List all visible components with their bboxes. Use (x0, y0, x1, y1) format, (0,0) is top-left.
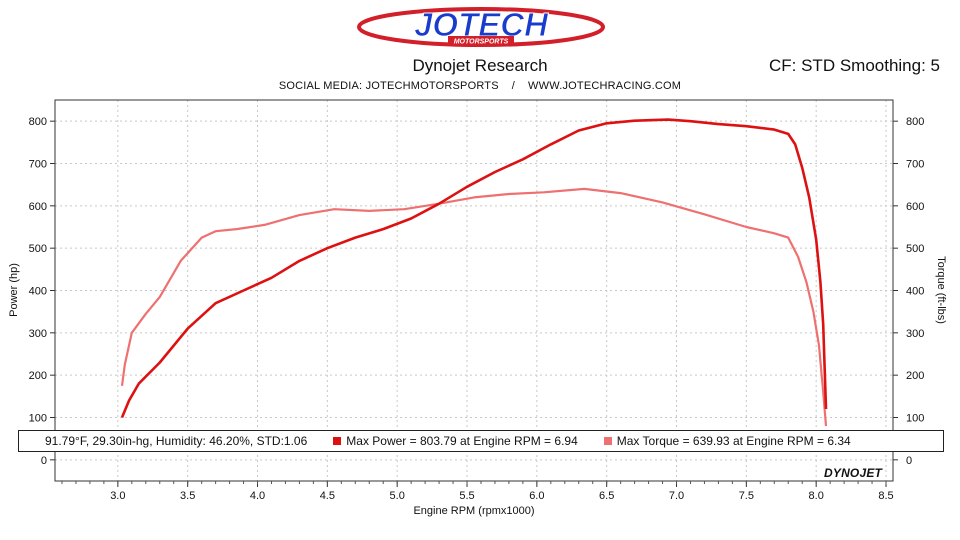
correction-factor: CF: STD Smoothing: 5 (768, 56, 940, 75)
y-tick-label-right: 100 (906, 413, 924, 425)
y-tick-label-right: 0 (906, 455, 912, 467)
max-torque-text: Max Torque = 639.93 at Engine RPM = 6.34 (616, 434, 851, 448)
y-axis-label-right: Torque (ft-lbs) (935, 256, 947, 324)
max-power-legend: Max Power = 803.79 at Engine RPM = 6.94 (333, 434, 578, 448)
x-tick-label: 5.0 (390, 490, 405, 502)
x-tick-label: 5.5 (459, 490, 474, 502)
y-tick-label-right: 500 (906, 243, 924, 255)
y-tick-label-left: 100 (29, 413, 47, 425)
x-tick-label: 6.5 (599, 490, 614, 502)
torque-legend-swatch (603, 437, 612, 445)
torque-line (120, 187, 828, 427)
y-tick-label-right: 700 (906, 159, 924, 171)
chart-title: Dynojet Research (412, 56, 548, 75)
conditions-text: 91.79°F, 29.30in-hg, Humidity: 46.20%, S… (45, 434, 308, 448)
y-axis-label-left: Power (hp) (8, 263, 20, 317)
y-tick-label-left: 700 (29, 159, 47, 171)
jotech-logo: JOTECH MOTORSPORTS (357, 6, 605, 47)
x-tick-label: 4.5 (320, 490, 335, 502)
y-tick-label-left: 300 (29, 328, 47, 340)
power-line (120, 118, 828, 418)
x-tick-label: 4.0 (250, 490, 265, 502)
max-power-text: Max Power = 803.79 at Engine RPM = 6.94 (346, 434, 578, 448)
x-tick-label: 3.0 (110, 490, 125, 502)
grid (55, 100, 893, 481)
y-tick-label-right: 800 (906, 116, 924, 128)
dynojet-text: DYNOJET (824, 466, 883, 480)
x-tick-label: 7.0 (669, 490, 684, 502)
y-tick-label-right: 300 (906, 328, 924, 340)
power-legend-swatch (333, 437, 342, 445)
x-tick-label: 8.0 (809, 490, 824, 502)
x-tick-label: 8.5 (878, 490, 893, 502)
y-ticks: 0 0 100 100 200 200 300 300 400 400 500 500 600 600 70… (29, 116, 925, 467)
y-tick-label-right: 400 (906, 286, 924, 298)
dynojet-logo: DYNOJET (824, 466, 882, 480)
x-tick-label: 6.0 (529, 490, 544, 502)
max-torque-legend: Max Torque = 639.93 at Engine RPM = 6.34 (603, 434, 851, 448)
info-bar: 91.79°F, 29.30in-hg, Humidity: 46.20%, S… (18, 430, 944, 452)
y-tick-label-left: 800 (29, 116, 47, 128)
y-tick-label-left: 0 (41, 455, 47, 467)
logo-subtext: MOTORSPORTS (454, 39, 509, 46)
y-tick-label-left: 500 (29, 243, 47, 255)
y-tick-label-left: 200 (29, 370, 47, 382)
y-tick-label-right: 200 (906, 370, 924, 382)
y-tick-label-left: 400 (29, 286, 47, 298)
y-tick-label-right: 600 (906, 201, 924, 213)
y-tick-label-left: 600 (29, 201, 47, 213)
x-tick-label: 7.5 (739, 490, 754, 502)
social-media-line: SOCIAL MEDIA: JOTECHMOTORSPORTS / WWW.JO… (278, 80, 682, 92)
x-tick-label: 3.5 (180, 490, 195, 502)
x-axis-label: Engine RPM (rpmx1000) (413, 505, 534, 517)
x-ticks: 3.0 3.5 4.0 4.5 5.0 5.5 6.0 6.5 7.0 7.5 8.0 8.5 (61, 481, 894, 502)
